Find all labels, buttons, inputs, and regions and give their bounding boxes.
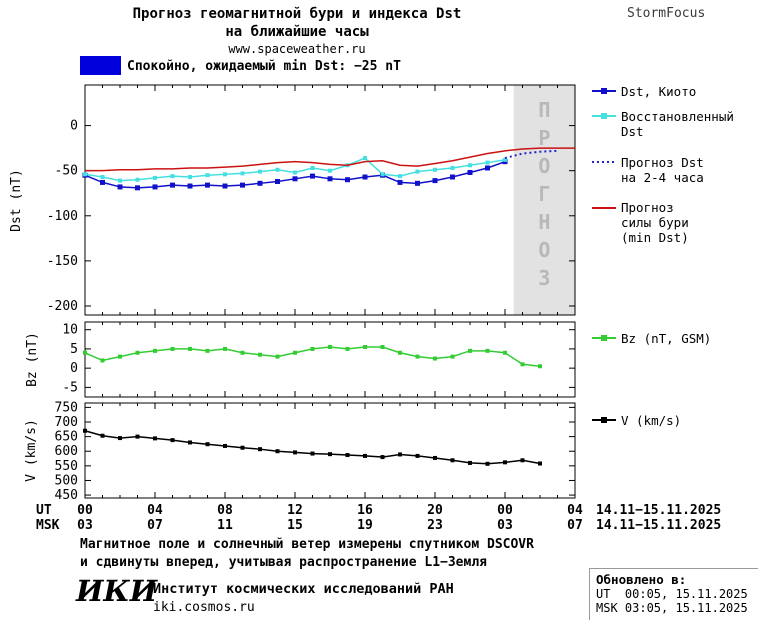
- svg-text:500: 500: [55, 473, 78, 488]
- svg-text:450: 450: [55, 488, 78, 503]
- forecast-region: [513, 85, 575, 315]
- dst-axis-label-text: Dst (nT): [8, 168, 24, 232]
- svg-text:19: 19: [357, 518, 373, 533]
- dst-axis-label: Dst (nT): [6, 85, 26, 315]
- svg-text:03: 03: [77, 518, 93, 533]
- series-storm_forecast: [85, 147, 575, 172]
- legend-item-dst-forecast: Прогноз Dst на 2-4 часа: [621, 155, 704, 185]
- bz-axis-label-text: Bz (nT): [24, 332, 40, 387]
- bz-panel: 10 5 0 -5: [62, 321, 576, 398]
- legend-item-storm-forecast: Прогноз силы бури (min Dst): [621, 200, 689, 245]
- page-title-line1: Прогноз геомагнитной бури и индекса Dst: [132, 6, 462, 22]
- series-dst_forecast: [504, 149, 558, 160]
- institute-name: Институт космических исследований РАН: [153, 581, 454, 597]
- time-axis: 00030407081112151619202300030407UTMSK14.…: [36, 503, 721, 533]
- series-dst_kyoto: [84, 160, 506, 189]
- svg-text:07: 07: [567, 518, 583, 533]
- svg-text:16: 16: [357, 503, 373, 518]
- iki-logo: ИКИ: [76, 574, 158, 608]
- svg-text:750: 750: [55, 400, 78, 415]
- svg-text:-200: -200: [47, 299, 78, 314]
- panel-border: [84, 84, 576, 316]
- footnote-line1: Магнитное поле и солнечный ветер измерен…: [80, 537, 534, 552]
- svg-text:650: 650: [55, 430, 78, 445]
- svg-text:00: 00: [497, 503, 513, 518]
- svg-text:14.11−15.11.2025: 14.11−15.11.2025: [596, 518, 721, 533]
- svg-text:600: 600: [55, 444, 78, 459]
- legend-markers: [592, 88, 616, 423]
- svg-text:550: 550: [55, 459, 78, 474]
- legend-item-bz: Bz (nT, GSM): [621, 331, 712, 346]
- svg-text:23: 23: [427, 518, 443, 533]
- updated-label: Обновлено в:: [596, 572, 687, 587]
- svg-text:MSK: MSK: [36, 518, 60, 533]
- svg-text:-150: -150: [47, 254, 78, 269]
- svg-text:15: 15: [287, 518, 303, 533]
- iki-site-link: iki.cosmos.ru: [153, 600, 255, 615]
- brand-label: StormFocus: [627, 6, 706, 21]
- svg-text:08: 08: [217, 503, 233, 518]
- svg-text:03: 03: [497, 518, 513, 533]
- svg-text:04: 04: [567, 503, 583, 518]
- updated-box: Обновлено в: UT 00:05, 15.11.2025 MSK 03…: [589, 568, 758, 620]
- panel-border: [84, 321, 576, 398]
- svg-text:5: 5: [70, 342, 78, 357]
- updated-msk: MSK 03:05, 15.11.2025: [596, 601, 748, 615]
- dst-panel: П Р О Г Н О З 0 -50 -100 -150 -200: [47, 84, 576, 316]
- page-title-line2: на ближайшие часы: [225, 24, 369, 40]
- svg-text:10: 10: [62, 323, 78, 338]
- svg-text:11: 11: [217, 518, 233, 533]
- status-text: Спокойно, ожидаемый min Dst: −25 nT: [127, 59, 401, 74]
- legend-item-dst-kyoto: Dst, Киото: [621, 84, 697, 99]
- svg-text:UT: UT: [36, 503, 52, 518]
- v-axis-label-text: V (km/s): [23, 419, 39, 482]
- svg-text:12: 12: [287, 503, 303, 518]
- svg-text:20: 20: [427, 503, 443, 518]
- series-v: [84, 430, 541, 465]
- svg-text:700: 700: [55, 415, 78, 430]
- storm-level-swatch: [80, 56, 121, 75]
- v-axis-label: V (km/s): [21, 403, 41, 498]
- panel-border: [84, 402, 576, 499]
- footnote-line2: и сдвинуты вперед, учитывая распростране…: [80, 555, 487, 570]
- svg-text:0: 0: [70, 361, 78, 376]
- svg-text:00: 00: [77, 503, 93, 518]
- svg-text:04: 04: [147, 503, 163, 518]
- svg-text:14.11−15.11.2025: 14.11−15.11.2025: [596, 503, 721, 518]
- svg-text:07: 07: [147, 518, 163, 533]
- svg-text:-50: -50: [55, 164, 78, 179]
- updated-ut: UT 00:05, 15.11.2025: [596, 587, 748, 601]
- svg-text:-5: -5: [62, 380, 78, 395]
- bz-axis-label: Bz (nT): [22, 322, 42, 397]
- legend-item-dst-restored: Восстановленный Dst: [621, 109, 734, 139]
- svg-text:-100: -100: [47, 209, 78, 224]
- website-link: www.spaceweather.ru: [228, 42, 366, 56]
- legend-item-v: V (km/s): [621, 413, 682, 428]
- svg-text:0: 0: [70, 119, 78, 134]
